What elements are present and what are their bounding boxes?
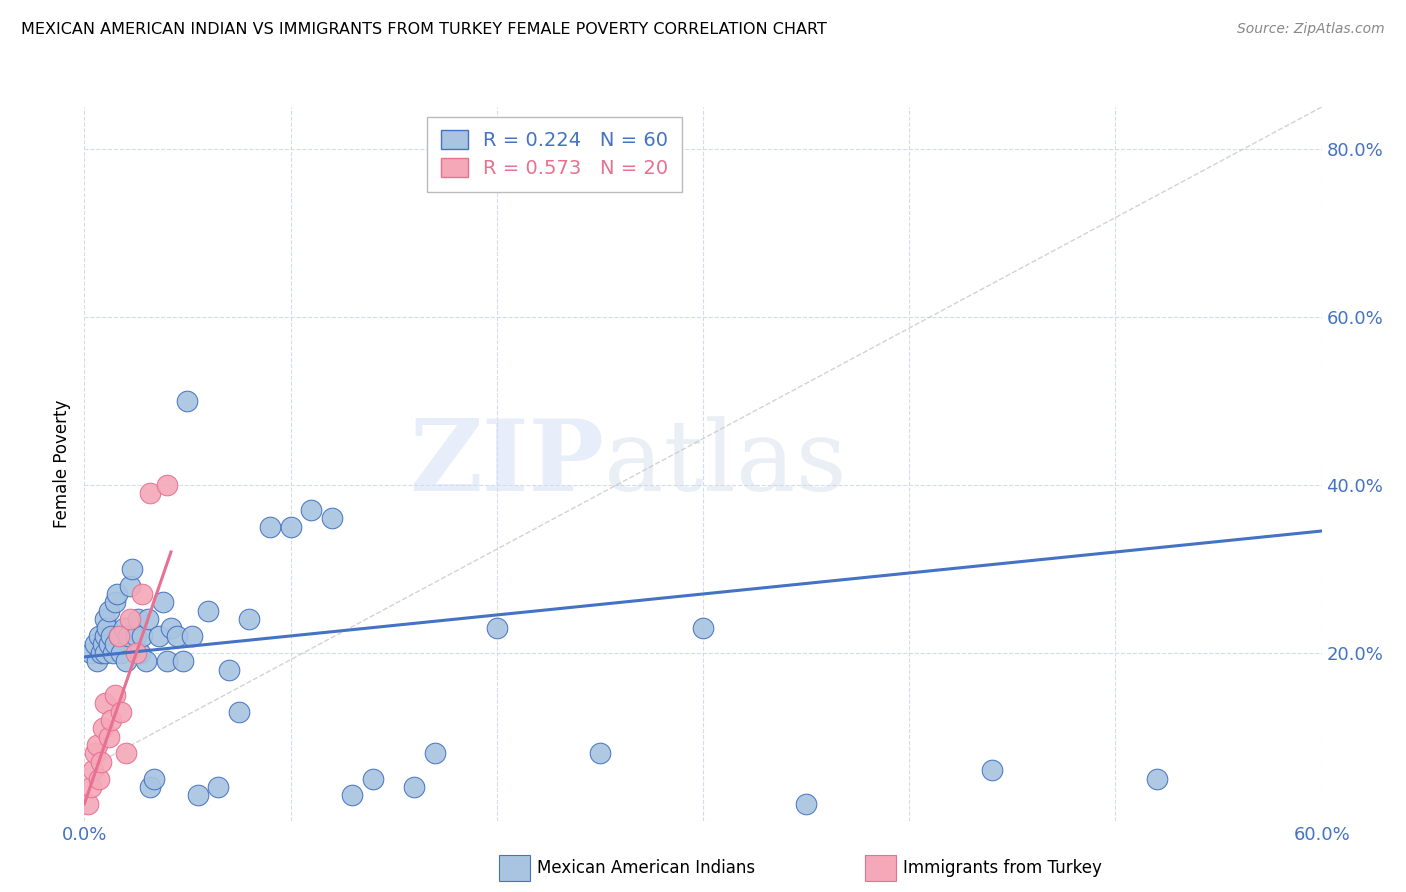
Point [207, 780, 229, 794]
Point [86, 654, 108, 668]
Point [94, 646, 117, 660]
Point [104, 595, 127, 609]
Point [423, 747, 446, 761]
Point [82, 764, 104, 778]
Legend: R = 0.224   N = 60, R = 0.573   N = 20: R = 0.224 N = 60, R = 0.573 N = 20 [427, 117, 682, 192]
Point [148, 629, 170, 643]
Text: MEXICAN AMERICAN INDIAN VS IMMIGRANTS FROM TURKEY FEMALE POVERTY CORRELATION CHA: MEXICAN AMERICAN INDIAN VS IMMIGRANTS FR… [21, 22, 827, 37]
Y-axis label: Female Poverty: Female Poverty [53, 400, 72, 528]
Point [197, 604, 219, 618]
Point [77, 797, 100, 811]
Point [110, 646, 132, 660]
Point [259, 520, 281, 534]
Text: Immigrants from Turkey: Immigrants from Turkey [903, 859, 1101, 877]
Point [83, 637, 105, 651]
Point [127, 612, 149, 626]
Point [117, 629, 139, 643]
Point [280, 520, 302, 534]
Point [131, 587, 153, 601]
Text: Mexican American Indians: Mexican American Indians [537, 859, 755, 877]
Point [135, 654, 157, 668]
Point [83, 747, 105, 761]
Point [86, 738, 108, 752]
Point [100, 629, 122, 643]
Point [104, 637, 127, 651]
Point [139, 780, 162, 794]
Point [90, 646, 112, 660]
Point [125, 629, 148, 643]
Point [94, 696, 117, 710]
Point [143, 772, 166, 786]
Point [176, 393, 198, 408]
Point [112, 621, 135, 635]
Point [166, 629, 188, 643]
Point [1146, 772, 1168, 786]
Point [125, 646, 148, 660]
Point [94, 629, 117, 643]
Point [114, 654, 136, 668]
Point [321, 511, 343, 525]
Point [342, 789, 364, 803]
Point [104, 688, 127, 702]
Point [108, 629, 131, 643]
Point [118, 578, 141, 592]
Text: ZIP: ZIP [409, 416, 605, 512]
Point [139, 486, 162, 500]
Point [172, 654, 194, 668]
Point [96, 621, 118, 635]
Point [91, 721, 114, 735]
Point [98, 637, 121, 651]
Point [180, 629, 202, 643]
Point [404, 780, 426, 794]
Point [98, 604, 121, 618]
Point [160, 621, 183, 635]
Text: Source: ZipAtlas.com: Source: ZipAtlas.com [1237, 22, 1385, 37]
Point [110, 705, 132, 719]
Point [91, 637, 114, 651]
Point [131, 629, 153, 643]
Point [79, 780, 101, 794]
Text: atlas: atlas [605, 416, 846, 512]
Point [228, 705, 250, 719]
Point [156, 654, 179, 668]
Point [156, 478, 179, 492]
Point [980, 764, 1002, 778]
Point [100, 713, 122, 727]
Point [152, 595, 174, 609]
Point [187, 789, 209, 803]
Point [218, 663, 240, 677]
Point [103, 646, 125, 660]
Point [692, 621, 714, 635]
Point [589, 747, 612, 761]
Point [299, 503, 322, 517]
Point [87, 629, 110, 643]
Point [794, 797, 817, 811]
Point [238, 612, 260, 626]
Point [87, 772, 110, 786]
Point [361, 772, 384, 786]
Point [108, 629, 131, 643]
Point [121, 562, 143, 576]
Point [485, 621, 508, 635]
Point [98, 730, 121, 744]
Point [105, 587, 128, 601]
Point [136, 612, 159, 626]
Point [114, 747, 136, 761]
Point [90, 755, 112, 769]
Point [118, 612, 141, 626]
Point [129, 646, 152, 660]
Point [94, 612, 117, 626]
Point [79, 646, 101, 660]
